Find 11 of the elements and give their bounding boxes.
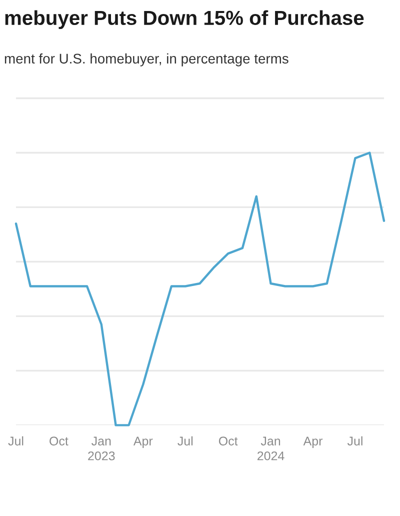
x-tick-label: Apr: [133, 436, 153, 448]
x-tick-label: Jul: [8, 436, 24, 446]
chart-title: mebuyer Puts Down 15% of Purchase: [5, 10, 364, 29]
x-tick-label: Jul: [178, 436, 193, 446]
x-tick-label: Oct: [218, 436, 238, 446]
chart-subtitle: ment for U.S. homebuyer, in percentage terms: [4, 53, 288, 66]
x-tick-label: Jul: [347, 436, 362, 446]
x-tick-label: Apr: [303, 436, 323, 448]
x-tick-label: Jan 2024: [257, 436, 284, 460]
x-tick-label: Jan 2023: [88, 436, 115, 460]
x-tick-label: Oct: [50, 436, 68, 446]
